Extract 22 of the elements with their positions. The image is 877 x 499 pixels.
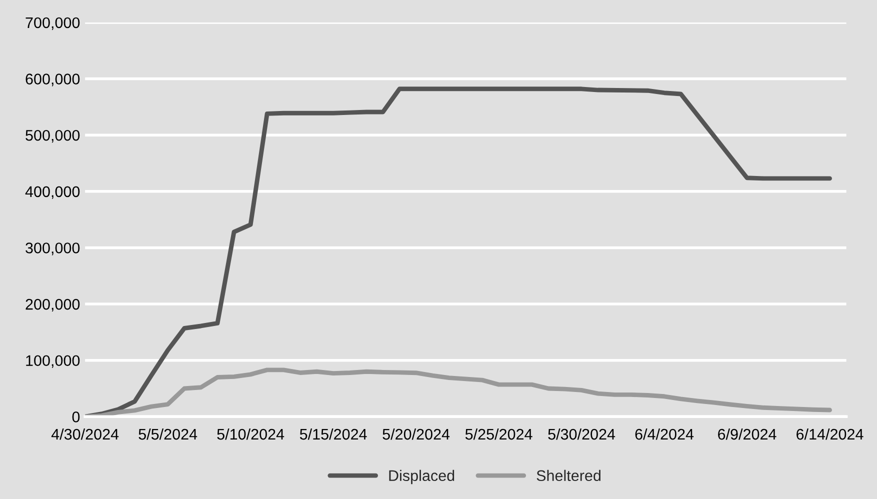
- x-tick-label: 4/30/2024: [51, 428, 119, 440]
- y-tick-label: 200,000: [26, 298, 80, 312]
- x-tick-label: 5/15/2024: [300, 428, 367, 440]
- y-tick-label: 100,000: [26, 355, 80, 368]
- x-tick-label: 5/20/2024: [382, 428, 450, 440]
- legend-label: Displaced: [389, 470, 454, 484]
- line-series: [85, 86, 832, 417]
- x-tick-label: 5/25/2024: [465, 428, 532, 440]
- y-tick-label: 300,000: [26, 242, 80, 256]
- x-tick-label: 5/5/2024: [138, 428, 198, 440]
- x-tick-label: 5/10/2024: [217, 428, 284, 440]
- x-tick-label: 6/4/2024: [635, 428, 694, 440]
- legend-label: Sheltered: [536, 470, 600, 482]
- line-series: [85, 368, 832, 417]
- y-tick-label: 700,000: [26, 17, 80, 30]
- y-tick-label: 400,000: [25, 186, 80, 199]
- y-tick-label: 500,000: [26, 130, 80, 143]
- y-tick-label: 600,000: [26, 74, 80, 86]
- x-tick-label: 6/9/2024: [718, 428, 776, 440]
- x-tick-label: 5/30/2024: [548, 428, 616, 440]
- x-tick-label: 6/14/2024: [796, 428, 864, 440]
- y-tick-label: 0: [72, 412, 80, 422]
